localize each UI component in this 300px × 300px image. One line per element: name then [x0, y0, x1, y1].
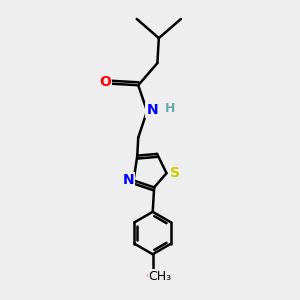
Text: O: O — [99, 75, 111, 89]
Text: CH₃: CH₃ — [148, 269, 172, 283]
Text: S: S — [170, 166, 180, 180]
Text: N: N — [146, 103, 158, 117]
Text: H: H — [164, 102, 175, 115]
Text: O: O — [146, 269, 157, 283]
Text: N: N — [122, 173, 134, 188]
